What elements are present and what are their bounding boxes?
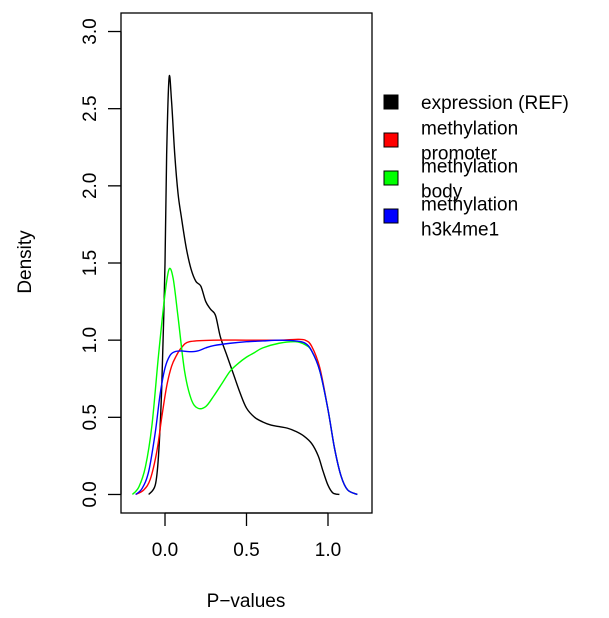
series-line-expression-ref <box>148 74 340 496</box>
legend-label: body <box>421 182 463 203</box>
y-tick-label: 2.0 <box>80 173 101 199</box>
legend-swatch-methylation-promoter <box>383 132 399 148</box>
x-tick-label: 0.5 <box>233 540 259 561</box>
legend-label: expression (REF) <box>421 93 569 114</box>
y-tick-label: 3.0 <box>80 18 101 44</box>
series-line-methylation-promoter <box>135 338 358 496</box>
legend-label: methylation <box>421 195 518 216</box>
y-tick-label: 0.5 <box>80 404 101 430</box>
legend-label: methylation <box>421 157 518 178</box>
legend-swatch-methylation-body <box>383 170 399 186</box>
series-line-methylation-body <box>131 267 358 496</box>
y-tick-label: 1.0 <box>80 327 101 353</box>
x-axis: 0.0 0.5 1.0 <box>152 512 341 561</box>
legend-swatch-methylation-h3k4me1 <box>383 208 399 224</box>
x-tick-label: 1.0 <box>315 540 341 561</box>
legend-label: h3k4me1 <box>421 220 499 241</box>
legend-label: promoter <box>421 144 498 165</box>
density-curves <box>131 74 358 496</box>
legend-swatch-expression-ref <box>383 94 399 110</box>
y-tick-label: 2.5 <box>80 95 101 121</box>
y-tick-label: 0.0 <box>80 481 101 507</box>
y-axis: 0.0 0.5 1.0 1.5 2.0 2.5 3.0 <box>80 18 122 508</box>
legend: expression (REF)methylationpromotermethy… <box>383 93 569 241</box>
y-tick-label: 1.5 <box>80 250 101 276</box>
legend-label: methylation <box>421 119 518 140</box>
x-axis-title: P−values <box>207 591 286 612</box>
x-tick-label: 0.0 <box>152 540 178 561</box>
y-axis-title: Density <box>15 230 36 294</box>
series-line-methylation-h3k4me1 <box>135 339 358 496</box>
